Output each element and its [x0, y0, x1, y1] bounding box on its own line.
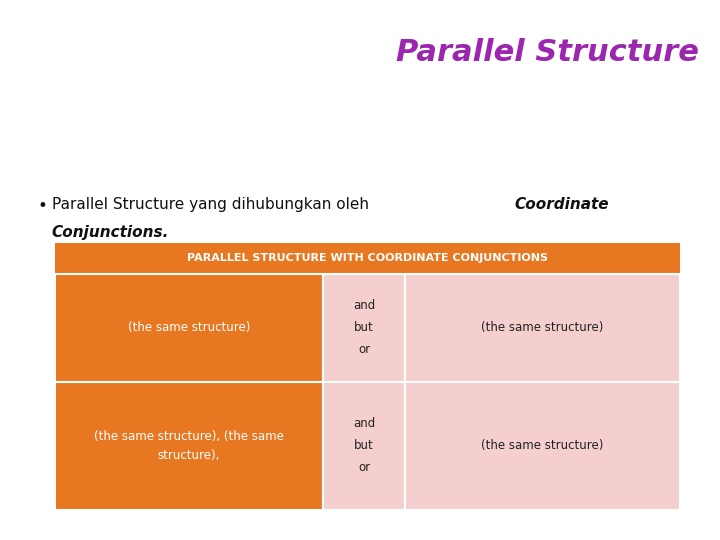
Text: Parallel Structure: Parallel Structure — [395, 38, 698, 67]
Text: (the same structure): (the same structure) — [481, 439, 603, 453]
Text: Coordinate: Coordinate — [515, 197, 609, 212]
Text: (the same structure), (the same: (the same structure), (the same — [94, 429, 284, 443]
Text: structure),: structure), — [158, 449, 220, 462]
Text: •: • — [37, 197, 48, 215]
Text: PARALLEL STRUCTURE WITH COORDINATE CONJUNCTIONS: PARALLEL STRUCTURE WITH COORDINATE CONJU… — [186, 253, 548, 264]
Text: (the same structure): (the same structure) — [128, 321, 251, 334]
Text: (the same structure): (the same structure) — [481, 321, 603, 334]
Text: and
but
or: and but or — [353, 299, 375, 356]
Text: Conjunctions.: Conjunctions. — [52, 225, 169, 240]
Text: Parallel Structure yang dihubungkan oleh: Parallel Structure yang dihubungkan oleh — [52, 197, 374, 212]
Text: and
but
or: and but or — [353, 417, 375, 474]
